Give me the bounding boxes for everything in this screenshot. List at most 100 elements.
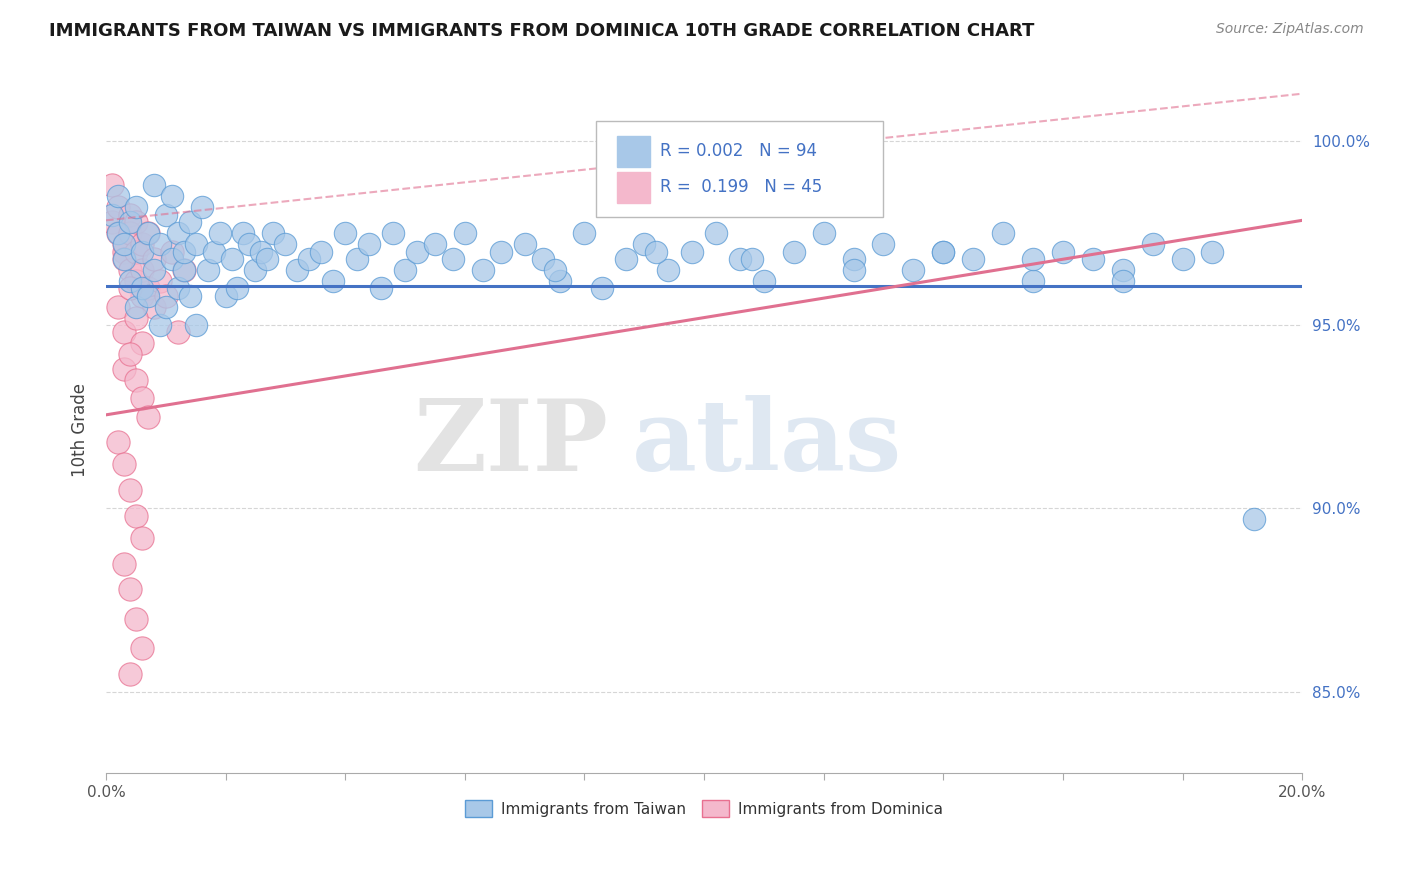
Point xyxy=(962,252,984,266)
Bar xyxy=(617,172,650,203)
Point xyxy=(118,347,141,361)
Point xyxy=(131,263,153,277)
Point xyxy=(160,244,183,259)
Point xyxy=(309,244,332,259)
Point xyxy=(131,237,153,252)
Point xyxy=(142,300,165,314)
Text: IMMIGRANTS FROM TAIWAN VS IMMIGRANTS FROM DOMINICA 10TH GRADE CORRELATION CHART: IMMIGRANTS FROM TAIWAN VS IMMIGRANTS FRO… xyxy=(49,22,1035,40)
Point xyxy=(179,288,201,302)
Point xyxy=(184,318,207,332)
Point xyxy=(1022,274,1045,288)
Point xyxy=(155,288,177,302)
Point xyxy=(118,483,141,497)
Point xyxy=(471,263,494,277)
Point xyxy=(513,237,536,252)
Point xyxy=(179,215,201,229)
Point xyxy=(173,244,195,259)
Point xyxy=(112,557,135,571)
Point xyxy=(118,208,141,222)
Point xyxy=(370,281,392,295)
Point xyxy=(107,435,129,450)
Point xyxy=(1081,252,1104,266)
Point xyxy=(125,611,148,625)
Point xyxy=(1112,274,1135,288)
Legend: Immigrants from Taiwan, Immigrants from Dominica: Immigrants from Taiwan, Immigrants from … xyxy=(458,794,949,823)
Point xyxy=(842,263,865,277)
Point xyxy=(160,252,183,266)
Point xyxy=(903,263,925,277)
Point xyxy=(681,244,703,259)
Point xyxy=(166,226,188,240)
Y-axis label: 10th Grade: 10th Grade xyxy=(72,383,89,476)
Point xyxy=(245,263,267,277)
Point xyxy=(1112,263,1135,277)
Point xyxy=(118,215,141,229)
Point xyxy=(155,208,177,222)
Point xyxy=(489,244,512,259)
Point xyxy=(136,226,159,240)
Point xyxy=(214,288,236,302)
Point xyxy=(131,288,153,302)
Point xyxy=(125,215,148,229)
Point xyxy=(160,189,183,203)
Point xyxy=(813,226,835,240)
Point xyxy=(232,226,254,240)
Point xyxy=(142,178,165,193)
Point xyxy=(298,252,321,266)
Point xyxy=(633,237,655,252)
Point xyxy=(101,208,124,222)
Point xyxy=(1052,244,1074,259)
Point xyxy=(155,300,177,314)
Point xyxy=(382,226,405,240)
Point xyxy=(208,226,231,240)
Point xyxy=(728,252,751,266)
Point xyxy=(783,244,806,259)
Point xyxy=(125,274,148,288)
Point xyxy=(256,252,278,266)
Bar xyxy=(617,136,650,167)
Point xyxy=(112,252,135,266)
Point xyxy=(285,263,308,277)
Point xyxy=(359,237,381,252)
Point xyxy=(112,326,135,340)
Point xyxy=(872,237,894,252)
Point xyxy=(454,226,477,240)
Point xyxy=(322,274,344,288)
Point xyxy=(550,274,572,288)
Point xyxy=(173,263,195,277)
Point xyxy=(741,252,763,266)
Point xyxy=(704,226,727,240)
Point xyxy=(149,274,172,288)
Point xyxy=(149,318,172,332)
Point xyxy=(184,237,207,252)
Point xyxy=(574,226,596,240)
Point xyxy=(136,409,159,424)
Point xyxy=(131,336,153,351)
Point xyxy=(149,237,172,252)
Point xyxy=(531,252,554,266)
Point xyxy=(1243,512,1265,526)
Point xyxy=(107,189,129,203)
Point xyxy=(543,263,565,277)
Point xyxy=(166,326,188,340)
Point xyxy=(173,263,195,277)
Text: R = 0.002   N = 94: R = 0.002 N = 94 xyxy=(659,142,817,160)
Point xyxy=(131,244,153,259)
Point xyxy=(112,252,135,266)
Point xyxy=(118,666,141,681)
Point xyxy=(142,252,165,266)
Point xyxy=(112,244,135,259)
Point xyxy=(1142,237,1164,252)
Point xyxy=(238,237,260,252)
Point xyxy=(346,252,368,266)
Point xyxy=(125,508,148,523)
Point xyxy=(441,252,464,266)
Point xyxy=(131,392,153,406)
Point xyxy=(221,252,243,266)
Point xyxy=(136,288,159,302)
Point xyxy=(1022,252,1045,266)
Point xyxy=(842,252,865,266)
Point xyxy=(423,237,446,252)
Point xyxy=(101,178,124,193)
Point xyxy=(250,244,273,259)
